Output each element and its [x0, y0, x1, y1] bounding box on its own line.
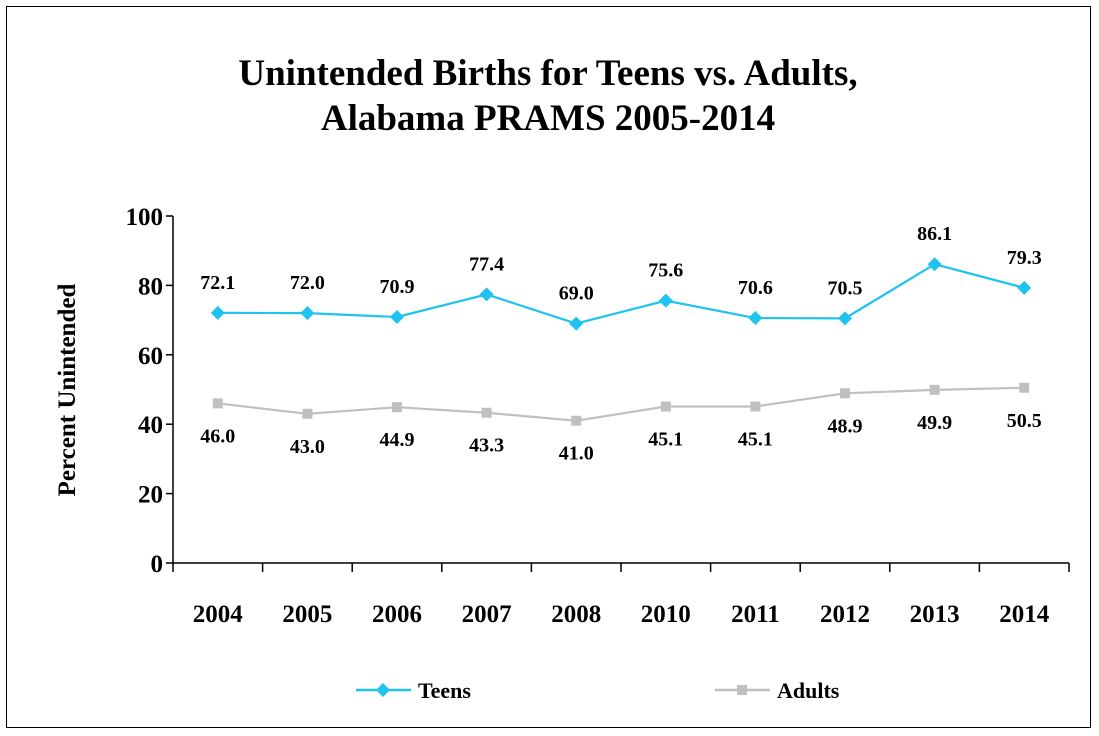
y-tick-label: 0: [151, 551, 164, 578]
adults-data-label: 49.9: [917, 412, 952, 434]
teens-point: [210, 305, 225, 320]
teens-data-label: 72.1: [200, 272, 235, 294]
y-tick-label: 60: [138, 343, 163, 370]
x-tick-label: 2008: [551, 601, 601, 628]
teens-data-label: 86.1: [917, 223, 952, 245]
x-tick-label: 2005: [282, 601, 332, 628]
adults-point: [840, 388, 850, 399]
y-tick-label: 40: [138, 412, 163, 439]
teens-legend-label: Teens: [418, 678, 471, 703]
adults-data-label: 43.0: [290, 436, 325, 458]
x-tick-label: 2006: [372, 601, 422, 628]
teens-point: [300, 306, 315, 321]
teens-point: [838, 311, 852, 326]
adults-point: [481, 407, 492, 418]
teens-point: [927, 257, 942, 272]
y-axis-label: Percent Unintended: [54, 284, 81, 497]
x-tick-label: 2004: [193, 601, 244, 628]
y-tick-label: 80: [138, 273, 163, 300]
adults-point: [571, 415, 582, 426]
x-tick-label: 2012: [820, 601, 870, 628]
teens-data-label: 70.5: [828, 277, 863, 299]
adults-data-label: 50.5: [1007, 410, 1042, 432]
x-tick-label: 2010: [641, 601, 691, 628]
x-tick-label: 2014: [999, 601, 1050, 628]
legend: Teens Adults: [356, 678, 840, 703]
adults-data-label: 46.0: [200, 425, 235, 447]
teens-point: [569, 316, 584, 331]
y-tick-label: 100: [126, 204, 164, 231]
teens-point: [658, 293, 673, 308]
teens-data-label: 75.6: [648, 260, 683, 282]
adults-legend-marker: [737, 685, 747, 695]
adults-point: [1019, 382, 1030, 393]
adults-point: [212, 398, 223, 409]
teens-legend-marker: [376, 683, 390, 697]
teens-data-label: 70.6: [738, 277, 773, 299]
adults-data-label: 45.1: [738, 429, 773, 451]
adults-point: [302, 408, 313, 419]
teens-point: [390, 309, 404, 324]
y-tick-label: 20: [138, 482, 163, 509]
teens-data-label: 70.9: [380, 276, 415, 298]
teens-data-label: 69.0: [559, 283, 594, 305]
series-layer: 72.1 72.0 70.9 77.4 69.0 75.6 70.6 70.5 86.1 79.3…: [200, 223, 1041, 464]
adults-point: [750, 401, 761, 412]
adults-data-label: 48.9: [828, 415, 863, 437]
x-tick-label: 2011: [731, 601, 780, 628]
adults-point: [929, 384, 940, 395]
adults-data-label: 45.1: [648, 429, 683, 451]
axes: 0 20 40 60 80 100 2004 2005 2006 2007 2008 2010 2011…: [126, 204, 1070, 628]
adults-data-label: 43.3: [469, 435, 504, 457]
teens-data-label: 72.0: [290, 272, 325, 294]
adults-point: [392, 402, 402, 413]
adults-point: [660, 401, 671, 412]
adults-series-line: [217, 386, 1025, 422]
adults-data-label: 41.0: [559, 443, 594, 465]
chart-title-line-1: Unintended Births for Teens vs. Adults,: [238, 53, 857, 94]
teens-series-line: [217, 263, 1025, 325]
x-tick-label: 2007: [462, 601, 512, 628]
teens-point: [1017, 280, 1032, 295]
teens-point: [748, 311, 763, 326]
adults-data-label: 44.9: [380, 429, 415, 451]
teens-data-label: 79.3: [1007, 247, 1042, 269]
chart-title-line-2: Alabama PRAMS 2005-2014: [321, 98, 775, 139]
x-tick-label: 2013: [910, 601, 960, 628]
chart-frame: [6, 6, 1091, 728]
adults-legend-label: Adults: [777, 678, 840, 703]
teens-data-label: 77.4: [469, 253, 504, 275]
teens-point: [479, 287, 494, 302]
